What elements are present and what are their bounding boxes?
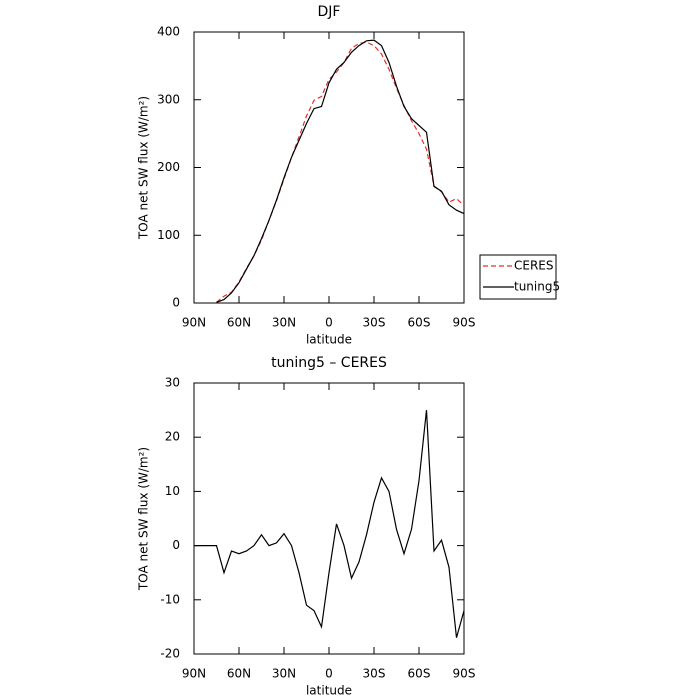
y-axis-label: TOA net SW flux (W/m²) (137, 447, 151, 591)
x-tick-label: 90S (453, 316, 476, 330)
legend-label: tuning5 (514, 280, 560, 294)
y-tick-label: 0 (172, 296, 180, 310)
chart-title: tuning5 – CERES (271, 355, 387, 371)
x-axis-label: latitude (306, 684, 352, 698)
y-tick-label: 100 (157, 228, 180, 242)
x-tick-label: 60S (408, 316, 431, 330)
x-tick-label: 60N (227, 667, 251, 681)
y-tick-label: -20 (160, 647, 180, 661)
y-tick-label: 20 (165, 430, 180, 444)
x-tick-label: 0 (325, 316, 333, 330)
legend-label: CERES (514, 259, 554, 273)
y-axis-label: TOA net SW flux (W/m²) (137, 96, 151, 240)
x-tick-label: 60N (227, 316, 251, 330)
x-axis-label: latitude (306, 333, 352, 347)
y-tick-label: 10 (165, 484, 180, 498)
x-tick-label: 90N (182, 667, 206, 681)
legend-box (479, 254, 557, 300)
x-tick-label: 30N (272, 316, 296, 330)
x-tick-label: 30S (363, 316, 386, 330)
plot-frame (193, 31, 465, 304)
x-tick-label: 30N (272, 667, 296, 681)
y-tick-label: 300 (157, 92, 180, 106)
y-tick-label: -10 (160, 592, 180, 606)
chart-title: DJF (318, 4, 341, 20)
y-tick-label: 30 (165, 376, 180, 390)
plot-frame (193, 382, 465, 655)
x-tick-label: 90S (453, 667, 476, 681)
x-tick-label: 90N (182, 316, 206, 330)
y-tick-label: 200 (157, 160, 180, 174)
x-tick-label: 0 (325, 667, 333, 681)
y-tick-label: 0 (172, 538, 180, 552)
x-tick-label: 30S (363, 667, 386, 681)
y-tick-label: 400 (157, 25, 180, 39)
series-line (194, 410, 465, 638)
x-tick-label: 60S (408, 667, 431, 681)
series-line (216, 41, 465, 303)
series-line (216, 39, 465, 303)
